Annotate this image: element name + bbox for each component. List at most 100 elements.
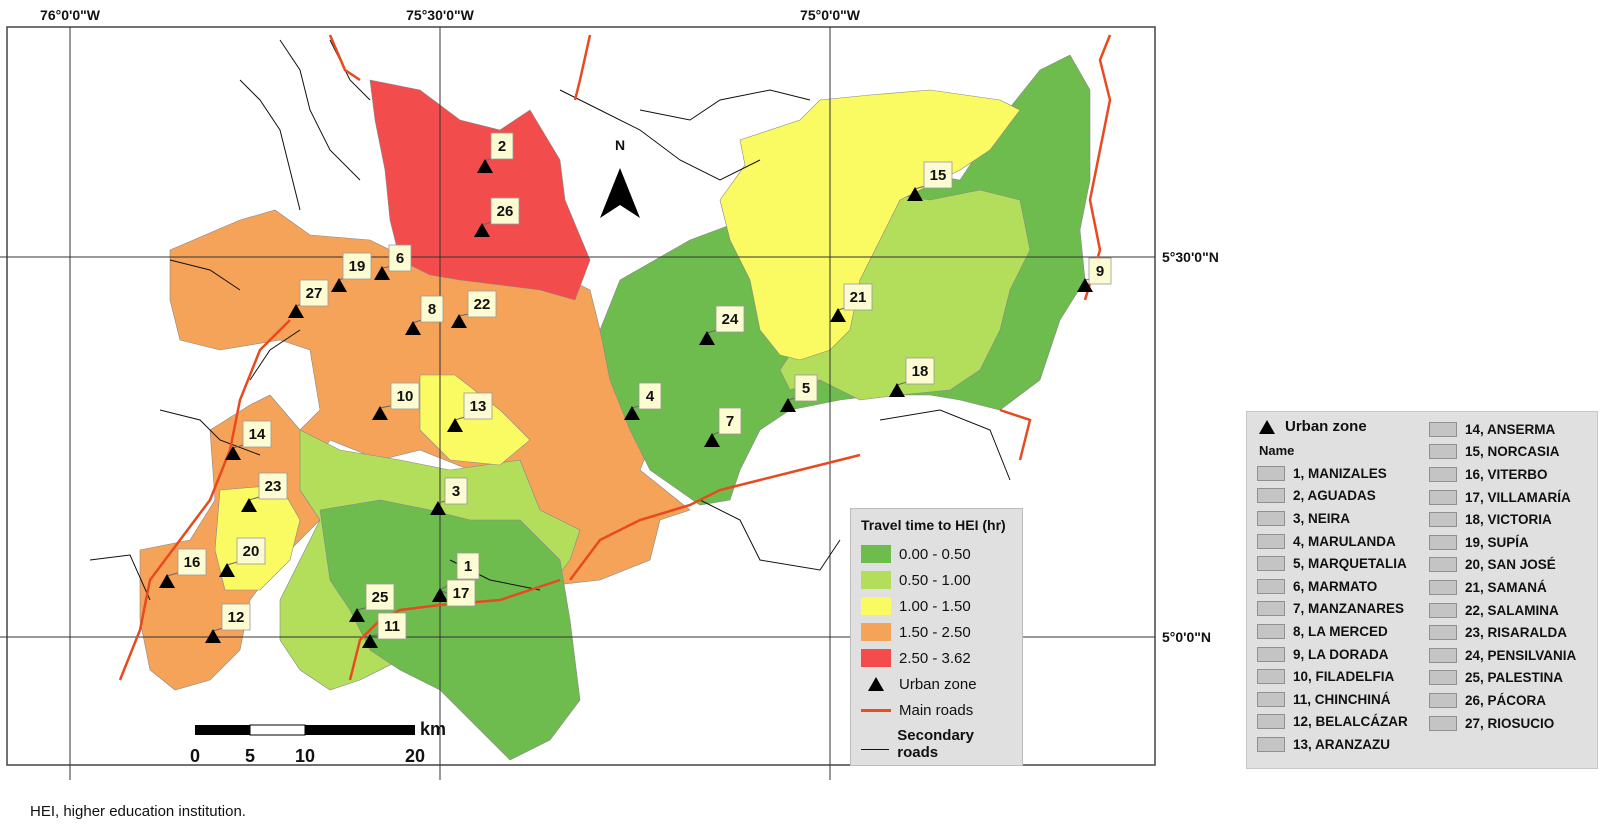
legend-box	[1257, 510, 1285, 526]
marker-label: 2	[498, 138, 506, 155]
legend-class-2: 0.50 - 1.00	[861, 567, 1012, 593]
urban-zone-8: 8	[405, 295, 444, 335]
names-column-2: 14, ANSERMA 15, NORCASIA 16, VITERBO 17, VI…	[1429, 418, 1576, 734]
name-legend-label: 14, ANSERMA	[1465, 421, 1556, 437]
marker-label-box	[236, 537, 266, 565]
name-legend-label: 7, MANZANARES	[1293, 601, 1405, 617]
legend-class-label: 1.00 - 1.50	[899, 597, 971, 615]
name-legend-label: 2, AGUADAS	[1293, 488, 1376, 504]
triangle-icon	[1077, 278, 1093, 292]
legend-box	[1429, 444, 1457, 460]
legend-class-3: 1.00 - 1.50	[861, 593, 1012, 619]
legend-box	[1429, 670, 1457, 686]
legend-main-roads-label: Main roads	[899, 701, 974, 719]
triangle-icon	[331, 278, 347, 292]
urban-zone-15: 15	[907, 161, 953, 201]
lat-label-530: 5°30'0"N	[1162, 249, 1219, 265]
triangle-icon	[432, 588, 448, 602]
marker-label-box	[177, 548, 207, 576]
marker-label: 20	[243, 543, 260, 560]
name-legend-item: 22, SALAMINA	[1429, 599, 1576, 622]
marker-label-box	[467, 290, 497, 318]
name-legend-label: 16, VITERBO	[1465, 466, 1548, 482]
marker-label: 23	[265, 478, 282, 495]
name-legend-label: 18, VICTORIA	[1465, 512, 1552, 528]
marker-label: 3	[452, 483, 460, 500]
triangle-icon	[1259, 419, 1275, 434]
urban-zone-14: 14	[225, 420, 272, 460]
triangle-icon	[219, 563, 235, 577]
triangle-icon	[205, 629, 221, 643]
triangle-icon	[362, 634, 378, 648]
name-legend-label: 1, MANIZALES	[1293, 465, 1387, 481]
triangle-icon	[225, 446, 241, 460]
legend-box	[1429, 512, 1457, 528]
legend-box	[1429, 534, 1457, 550]
triangle-icon	[241, 498, 257, 512]
legend-class-label: 0.00 - 0.50	[899, 545, 971, 563]
urban-zone-17: 17	[432, 579, 476, 607]
legend-box	[1257, 488, 1285, 504]
legend-swatch	[861, 623, 891, 641]
urban-zone-4: 4	[624, 382, 662, 420]
name-legend-item: 23, RISARALDA	[1429, 621, 1576, 644]
name-legend-item: 10, FILADELFIA	[1257, 665, 1408, 688]
triangle-icon	[889, 383, 905, 397]
zone-yellow-aranzazu	[419, 374, 531, 466]
triangle-icon	[861, 677, 891, 691]
urban-zone-12: 12	[205, 603, 251, 643]
travel-legend-title: Travel time to HEI (hr)	[861, 517, 1006, 533]
legend-box	[1429, 421, 1457, 437]
marker-label-box	[718, 407, 742, 435]
name-legend-item: 24, PENSILVANIA	[1429, 644, 1576, 667]
name-legend-item: 14, ANSERMA	[1429, 418, 1576, 441]
legend-urban-zone-label: Urban zone	[899, 675, 977, 693]
marker-label-box	[456, 552, 480, 580]
secondary-road-line-icon	[861, 748, 890, 750]
legend-class-label: 0.50 - 1.00	[899, 571, 971, 589]
marker-label: 16	[184, 554, 201, 571]
legend-class-4: 1.50 - 2.50	[861, 619, 1012, 645]
legend-urban-zone: Urban zone	[861, 671, 1012, 697]
marker-label-box	[905, 357, 935, 385]
marker-label-box	[377, 612, 407, 640]
name-legend-item: 20, SAN JOSÉ	[1429, 554, 1576, 577]
urban-zone-7: 7	[704, 407, 742, 447]
triangle-icon	[372, 406, 388, 420]
name-legend-item: 26, PÁCORA	[1429, 689, 1576, 712]
name-legend-label: 5, MARQUETALIA	[1293, 556, 1407, 572]
name-legend-label: 22, SALAMINA	[1465, 602, 1559, 618]
name-legend-label: 12, BELALCÁZAR	[1293, 714, 1408, 730]
legend-class-1: 0.00 - 0.50	[861, 541, 1012, 567]
marker-label-box	[463, 392, 493, 420]
north-arrow: N	[600, 137, 640, 218]
name-legend-label: 13, ARANZAZU	[1293, 736, 1391, 752]
triangle-icon	[830, 308, 846, 322]
marker-label: 19	[349, 258, 366, 275]
marker-label: 6	[396, 250, 404, 267]
marker-label-box	[446, 579, 476, 607]
scale-bar: km 0 5 10 20	[190, 719, 446, 766]
marker-label-box	[444, 477, 468, 505]
scale-unit: km	[420, 719, 446, 739]
name-legend-item: 7, MANZANARES	[1257, 598, 1408, 621]
name-legend-label: 26, PÁCORA	[1465, 692, 1547, 708]
urban-zone-21: 21	[830, 283, 873, 322]
legend-box	[1257, 465, 1285, 481]
triangle-icon	[451, 314, 467, 328]
marker-label: 12	[228, 609, 245, 626]
scale-tick-10: 10	[295, 746, 315, 766]
name-legend-item: 25, PALESTINA	[1429, 667, 1576, 690]
legend-box	[1257, 533, 1285, 549]
triangle-icon	[430, 501, 446, 515]
marker-label: 14	[249, 426, 266, 443]
marker-label: 27	[306, 285, 323, 302]
marker-label-box	[299, 279, 329, 307]
travel-time-zones	[139, 54, 1091, 761]
marker-label-box	[490, 197, 520, 225]
name-legend-label: 23, RISARALDA	[1465, 625, 1568, 641]
name-legend-item: 5, MARQUETALIA	[1257, 552, 1408, 575]
triangle-icon	[374, 266, 390, 280]
triangle-icon	[159, 574, 175, 588]
triangle-icon	[699, 331, 715, 345]
